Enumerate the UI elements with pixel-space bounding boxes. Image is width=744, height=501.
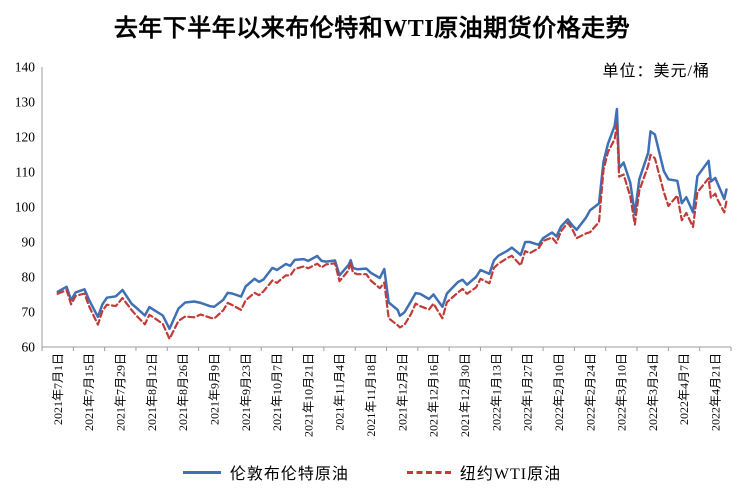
x-tick-label: 2022年1月13日 [489, 353, 503, 431]
x-tick-label: 2022年2月24日 [583, 353, 597, 431]
x-tick-label: 2021年10月7日 [270, 353, 284, 431]
x-tick-label: 2022年1月27日 [521, 353, 535, 431]
x-tick-label: 2022年3月24日 [646, 353, 660, 431]
x-tick-label: 2022年3月10日 [615, 353, 629, 431]
y-tick-label: 140 [15, 60, 36, 75]
x-tick-label: 2021年9月9日 [207, 353, 221, 425]
y-tick-label: 110 [15, 165, 35, 180]
y-tick-label: 120 [15, 130, 36, 145]
y-tick-label: 70 [22, 305, 36, 320]
x-tick-label: 2021年7月1日 [51, 353, 65, 425]
y-tick-label: 60 [22, 340, 36, 355]
brent-series-line [56, 107, 728, 331]
brent-line-swatch [182, 470, 221, 474]
x-tick-label: 2021年12月30日 [458, 353, 472, 437]
y-tick-label: 80 [22, 270, 36, 285]
x-tick-label: 2022年4月7日 [677, 353, 691, 425]
wti-series-line [56, 122, 728, 340]
x-tick-label: 2022年2月10日 [552, 353, 566, 431]
x-tick-label: 2021年10月21日 [301, 353, 315, 437]
x-tick-label: 2021年11月18日 [364, 353, 378, 437]
legend: 伦敦布伦特原油 纽约WTI原油 [0, 460, 744, 484]
y-tick-label: 130 [15, 95, 36, 110]
legend-item-wti: 纽约WTI原油 [406, 460, 562, 484]
x-tick-label: 2021年12月2日 [395, 353, 409, 431]
x-tick-label: 2022年4月21日 [709, 353, 723, 431]
legend-label-brent: 伦敦布伦特原油 [229, 466, 349, 483]
legend-item-brent: 伦敦布伦特原油 [182, 460, 349, 484]
legend-label-wti: 纽约WTI原油 [459, 466, 562, 483]
x-tick-label: 2021年11月4日 [333, 353, 347, 431]
x-tick-label: 2021年12月16日 [427, 353, 441, 437]
wti-line-swatch [406, 470, 451, 474]
chart-title: 去年下半年以来布伦特和WTI原油期货价格走势 [113, 16, 631, 42]
x-tick-label: 2021年8月12日 [145, 353, 159, 431]
unit-label: 单位：美元/桶 [602, 63, 710, 80]
x-tick-label: 2021年9月23日 [239, 353, 253, 431]
x-tick-label: 2021年7月15日 [82, 353, 96, 431]
x-tick-label: 2021年7月29日 [113, 353, 127, 431]
y-tick-label: 90 [22, 235, 36, 250]
y-tick-label: 100 [15, 200, 36, 215]
x-tick-label: 2021年8月26日 [176, 353, 190, 431]
